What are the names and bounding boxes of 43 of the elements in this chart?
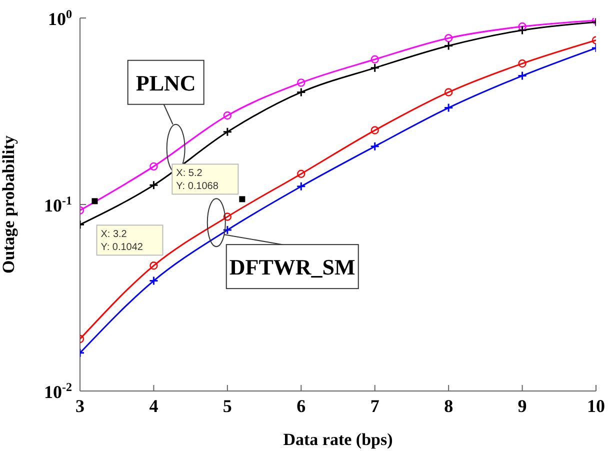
point [223,111,232,120]
x-tick-label: 9 [518,396,527,416]
x-tick-label: 10 [587,396,605,416]
point [296,182,306,192]
x-axis-title: Data rate (bps) [283,430,393,449]
point [518,71,528,81]
y-axis-title: Outage probability [0,134,18,274]
point [297,170,306,178]
y-tick-label: 10$^{-1}$ [44,194,72,216]
x-tick-label: 6 [296,396,306,416]
point [370,126,379,134]
point [148,276,158,286]
x-tick-label: 3 [76,396,84,416]
point [222,225,232,235]
y-tick-label: 10$^{-2}$ [44,380,72,402]
point [444,88,453,96]
x-tick-label: 5 [222,396,232,416]
annotation: X: 3.2 Y: 0.1042 [100,229,144,254]
point [444,103,454,113]
point [150,162,158,171]
datatip: X: 5.2 Y: 0.1068 [172,164,246,202]
point [296,87,306,97]
point [518,25,528,35]
point [370,142,380,152]
point [223,212,232,221]
callout: DFTWR_SM [206,198,359,290]
x-tick-label: 8 [444,396,454,416]
annotation: PLNC [136,70,196,96]
point [444,40,454,50]
annotation: DFTWR_SM [229,254,356,280]
y-tick-label: 10$^{0}$ [48,7,72,29]
x-tick-label: 7 [370,396,380,416]
point [150,262,158,270]
point [444,34,453,42]
point [518,59,526,68]
point [222,127,232,137]
point [370,63,380,73]
point [148,180,158,190]
point [297,78,306,87]
x-tick-label: 4 [149,396,158,416]
annotation: X: 5.2 Y: 0.1068 [176,168,219,192]
point [370,55,379,64]
datatip: X: 3.2 Y: 0.1042 [92,198,164,256]
